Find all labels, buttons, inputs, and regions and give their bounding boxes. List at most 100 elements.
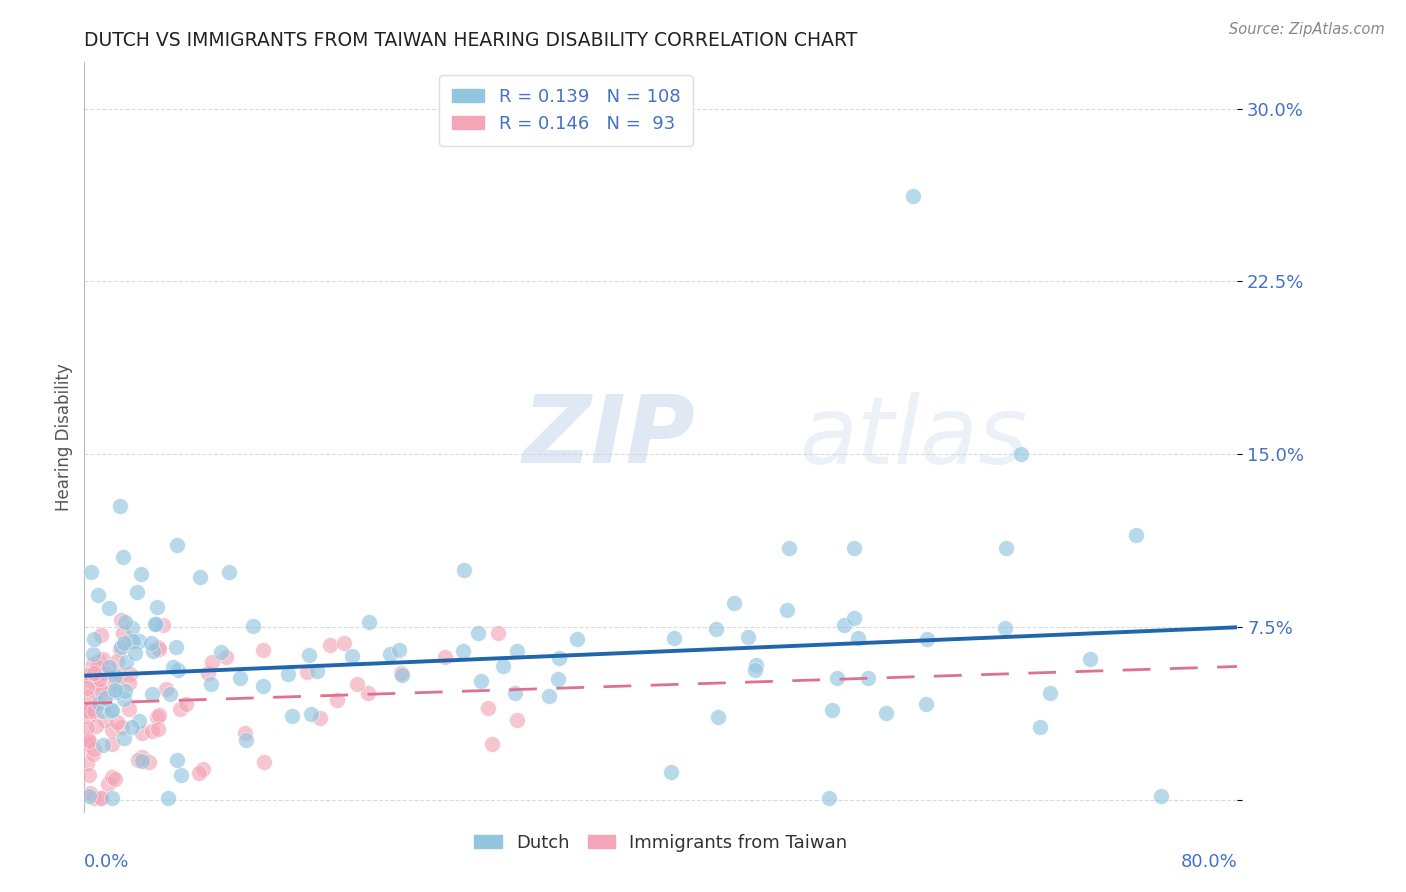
Text: DUTCH VS IMMIGRANTS FROM TAIWAN HEARING DISABILITY CORRELATION CHART: DUTCH VS IMMIGRANTS FROM TAIWAN HEARING … (84, 30, 858, 50)
Dutch (298, 648, 321, 662)
Dutch (994, 621, 1017, 635)
Dutch (235, 733, 257, 747)
Immigrants from Taiwan (110, 613, 132, 627)
Immigrants from Taiwan (89, 654, 111, 668)
Dutch (101, 703, 124, 717)
Immigrants from Taiwan (76, 721, 98, 735)
Dutch (77, 789, 100, 803)
Immigrants from Taiwan (141, 723, 163, 738)
Immigrants from Taiwan (197, 665, 219, 680)
Immigrants from Taiwan (76, 668, 98, 682)
Dutch (128, 714, 150, 728)
Dutch (91, 738, 114, 752)
Immigrants from Taiwan (76, 737, 98, 751)
Dutch (547, 650, 569, 665)
Immigrants from Taiwan (76, 690, 98, 704)
Immigrants from Taiwan (138, 755, 160, 769)
Immigrants from Taiwan (90, 790, 112, 805)
Immigrants from Taiwan (131, 725, 153, 739)
Dutch (91, 704, 114, 718)
Dutch (127, 584, 149, 599)
Dutch (995, 541, 1018, 555)
Dutch (744, 664, 766, 678)
Immigrants from Taiwan (481, 737, 503, 751)
Immigrants from Taiwan (76, 681, 98, 695)
Dutch (820, 703, 842, 717)
Dutch (391, 668, 413, 682)
Immigrants from Taiwan (118, 702, 141, 716)
Immigrants from Taiwan (86, 659, 108, 673)
Dutch (112, 691, 135, 706)
Immigrants from Taiwan (80, 673, 103, 688)
Dutch (141, 687, 163, 701)
Dutch (200, 677, 222, 691)
Immigrants from Taiwan (433, 650, 456, 665)
Immigrants from Taiwan (169, 701, 191, 715)
Dutch (121, 621, 143, 635)
Dutch (242, 618, 264, 632)
Dutch (167, 663, 190, 677)
Dutch (492, 659, 515, 673)
Dutch (110, 640, 132, 654)
Immigrants from Taiwan (148, 640, 170, 655)
Immigrants from Taiwan (77, 733, 100, 747)
Dutch (342, 648, 364, 663)
Dutch (83, 632, 105, 647)
Immigrants from Taiwan (90, 682, 112, 697)
Dutch (121, 720, 143, 734)
Dutch (547, 672, 569, 686)
Dutch (190, 569, 212, 583)
Dutch (80, 565, 103, 579)
Dutch (914, 697, 936, 711)
Dutch (844, 611, 866, 625)
Dutch (112, 636, 135, 650)
Dutch (1078, 652, 1101, 666)
Immigrants from Taiwan (97, 777, 120, 791)
Y-axis label: Hearing Disability: Hearing Disability (55, 363, 73, 511)
Dutch (115, 656, 138, 670)
Immigrants from Taiwan (96, 660, 118, 674)
Dutch (467, 626, 489, 640)
Dutch (875, 706, 897, 720)
Immigrants from Taiwan (111, 720, 134, 734)
Dutch (252, 679, 274, 693)
Dutch (129, 566, 152, 581)
Immigrants from Taiwan (82, 747, 104, 762)
Immigrants from Taiwan (188, 765, 211, 780)
Immigrants from Taiwan (110, 668, 132, 682)
Dutch (145, 617, 167, 632)
Dutch (143, 616, 166, 631)
Dutch (844, 541, 866, 556)
Dutch (915, 632, 938, 646)
Immigrants from Taiwan (108, 642, 131, 657)
Immigrants from Taiwan (105, 654, 128, 668)
Dutch (159, 687, 181, 701)
Dutch (104, 669, 127, 683)
Dutch (97, 601, 120, 615)
Dutch (170, 768, 193, 782)
Dutch (453, 563, 475, 577)
Immigrants from Taiwan (93, 652, 115, 666)
Immigrants from Taiwan (333, 636, 356, 650)
Dutch (281, 708, 304, 723)
Dutch (111, 550, 134, 565)
Legend: Dutch, Immigrants from Taiwan: Dutch, Immigrants from Taiwan (467, 827, 855, 859)
Dutch (110, 500, 132, 514)
Immigrants from Taiwan (83, 741, 105, 756)
Dutch (388, 642, 411, 657)
Immigrants from Taiwan (155, 681, 177, 696)
Immigrants from Taiwan (79, 785, 101, 799)
Dutch (846, 632, 869, 646)
Immigrants from Taiwan (83, 666, 105, 681)
Immigrants from Taiwan (131, 750, 153, 764)
Dutch (124, 646, 146, 660)
Immigrants from Taiwan (89, 672, 111, 686)
Immigrants from Taiwan (83, 790, 105, 805)
Immigrants from Taiwan (118, 666, 141, 681)
Immigrants from Taiwan (101, 737, 124, 751)
Dutch (832, 618, 855, 632)
Immigrants from Taiwan (318, 638, 340, 652)
Immigrants from Taiwan (93, 666, 115, 681)
Dutch (737, 630, 759, 644)
Immigrants from Taiwan (486, 625, 509, 640)
